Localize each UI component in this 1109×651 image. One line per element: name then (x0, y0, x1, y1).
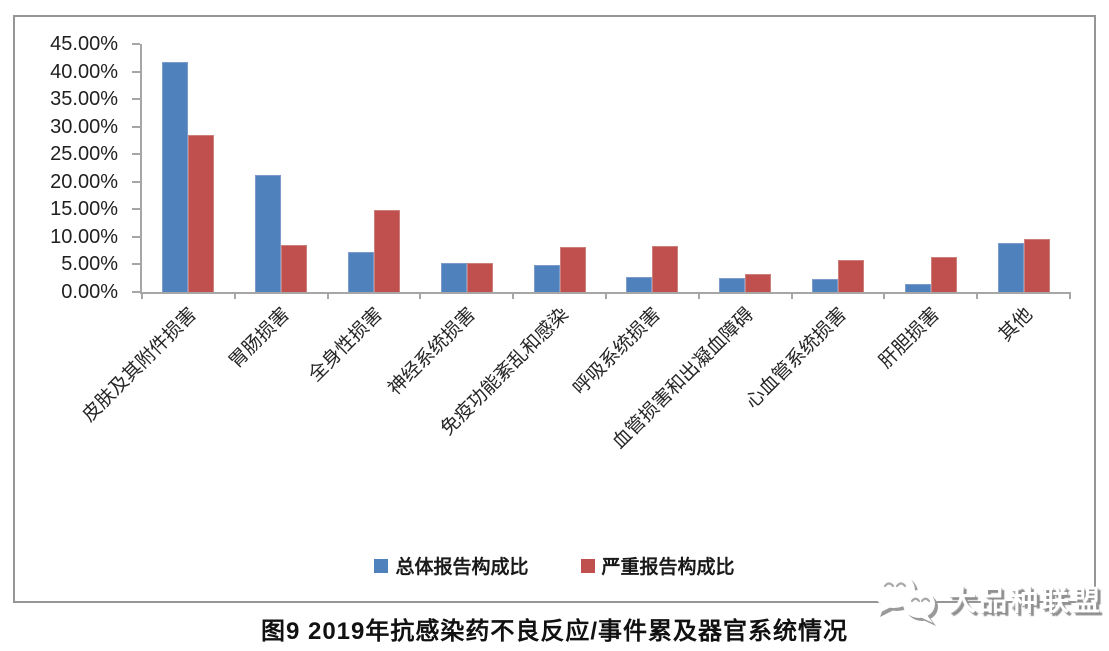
x-axis-category-label: 神经系统损害 (384, 304, 480, 400)
x-axis-tick (1069, 292, 1071, 299)
x-axis-tick (326, 292, 329, 299)
x-axis-category-label: 呼吸系统损害 (569, 304, 666, 400)
y-axis-label: 25.00% (50, 143, 118, 166)
y-axis-label: 10.00% (50, 225, 118, 248)
y-axis-tick (132, 263, 140, 266)
chart-caption: 图9 2019年抗感染药不良反应/事件累及器官系统情况 (260, 618, 849, 645)
x-axis-tick (419, 292, 422, 299)
bar-total-4 (533, 265, 560, 292)
x-axis-tick (233, 292, 236, 299)
y-axis-label: 30.00% (50, 115, 118, 138)
bar-serious-3 (466, 262, 493, 292)
legend-label-total: 总体报告构成比 (395, 557, 529, 578)
y-axis-tick (132, 70, 140, 73)
x-axis-category-label: 全身性损害 (304, 304, 387, 387)
bar-total-8 (904, 283, 931, 292)
x-axis-tick (512, 292, 515, 299)
bar-total-9 (997, 242, 1024, 292)
bar-serious-8 (930, 256, 957, 292)
x-axis-category-label: 心血管系统损害 (741, 304, 851, 413)
y-axis-label: 35.00% (50, 88, 118, 111)
y-axis-tick (132, 125, 140, 128)
legend-label-serious: 严重报告构成比 (601, 557, 735, 578)
legend-item-total: 总体报告构成比 (374, 552, 529, 579)
legend: 总体报告构成比 严重报告构成比 (15, 552, 1094, 579)
x-axis-tick (697, 292, 700, 299)
bar-total-0 (162, 62, 189, 292)
y-axis-tick (132, 153, 140, 156)
x-axis-tick (141, 292, 143, 299)
legend-item-serious: 严重报告构成比 (580, 552, 735, 579)
x-axis-tick (883, 292, 886, 299)
y-axis-tick (132, 291, 140, 293)
chart-frame: 0.00% 5.00% 10.00% 15.00% 20.00% 25.00% 30.00%… (13, 15, 1096, 603)
watermark-text: 大品种联盟 (947, 585, 1103, 616)
bar-serious-0 (188, 134, 215, 292)
wechat-icon (872, 572, 938, 626)
y-axis-tick (132, 98, 140, 101)
bar-total-6 (719, 277, 746, 292)
bar-total-1 (255, 174, 282, 292)
bar-serious-4 (559, 247, 586, 292)
plot-area: 0.00% 5.00% 10.00% 15.00% 20.00% 25.00% 30.00%… (50, 33, 1071, 453)
y-axis-label: 45.00% (50, 33, 118, 55)
x-axis-category-label: 皮肤及其附件损害 (78, 304, 202, 427)
x-axis-category-label: 其他 (994, 304, 1037, 346)
bar-serious-5 (652, 245, 679, 292)
bar-total-7 (812, 278, 838, 292)
bar-total-3 (440, 262, 467, 292)
y-axis-tick (132, 235, 140, 238)
y-axis-tick (132, 180, 140, 183)
bar-serious-7 (838, 259, 864, 292)
x-axis-category-label: 肝胆损害 (875, 304, 944, 373)
bar-serious-9 (1023, 238, 1050, 292)
y-axis-label: 5.00% (61, 253, 118, 276)
watermark: 大品种联盟 (870, 570, 1103, 628)
y-axis-label: 15.00% (50, 198, 118, 221)
y-axis-label: 0.00% (61, 281, 118, 303)
legend-swatch-serious (580, 558, 595, 573)
bar-total-2 (348, 251, 374, 292)
x-axis-tick (976, 292, 979, 299)
legend-swatch-total (374, 558, 389, 573)
y-axis-label: 20.00% (50, 170, 118, 193)
x-axis-tick (790, 292, 793, 299)
y-axis-tick (132, 43, 140, 45)
bar-total-5 (626, 277, 653, 292)
x-axis-category-label: 胃肠损害 (225, 304, 295, 373)
y-axis-label: 40.00% (50, 60, 118, 83)
bar-serious-2 (374, 210, 400, 292)
bar-serious-1 (281, 245, 308, 292)
x-axis-tick (605, 292, 607, 299)
y-axis-tick (132, 208, 140, 211)
bar-serious-6 (745, 274, 772, 292)
